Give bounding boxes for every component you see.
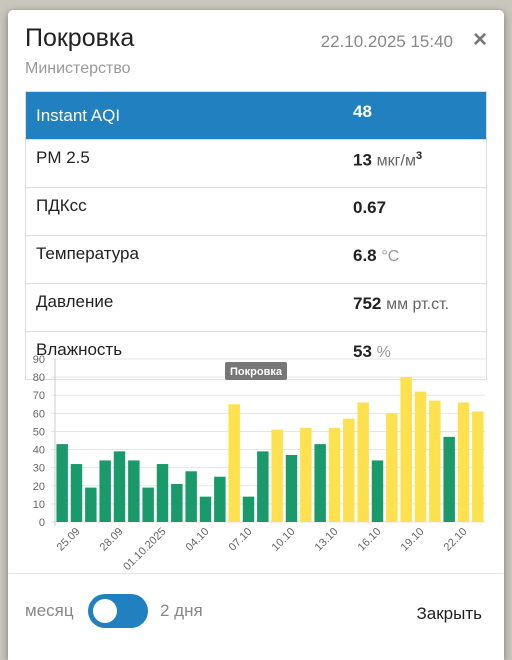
reading-row: Давление 752 мм рт.ст.: [25, 283, 487, 332]
y-tick-label: 0: [39, 517, 45, 529]
bar: [128, 460, 140, 522]
bar: [400, 377, 412, 522]
bar: [70, 464, 83, 522]
y-tick-label: 60: [33, 408, 45, 420]
bar: [156, 464, 169, 522]
bar: [85, 487, 97, 522]
reading-row: Instant AQI 48: [25, 91, 487, 140]
y-tick-label: 70: [33, 390, 45, 402]
reading-row: PM 2.5 13 мкг/м3: [25, 139, 487, 188]
reading-cell: 53 %: [353, 331, 487, 380]
reading-row: ПДКсс 0.67: [25, 187, 487, 236]
reading-label: PM 2.5: [25, 139, 353, 188]
x-tick-label: 25.09: [55, 526, 83, 554]
bar: [429, 400, 441, 522]
separator: [8, 573, 504, 574]
bar: [414, 391, 427, 522]
x-tick-label: 01.10.2025: [121, 526, 168, 570]
reading-value: 48: [353, 102, 372, 121]
reading-cell: 752 мм рт.ст.: [353, 283, 487, 332]
reading-unit: мм рт.ст.: [386, 296, 450, 313]
bar: [257, 451, 269, 522]
reading-cell: 13 мкг/м3: [353, 139, 487, 188]
reading-label: Влажность: [25, 331, 353, 380]
x-tick-label: 07.10: [227, 526, 255, 554]
bar: [285, 454, 298, 522]
bar: [300, 427, 312, 522]
station-title: Покровка: [25, 24, 135, 52]
bar: [443, 436, 455, 522]
x-tick-label: 04.10: [184, 526, 212, 554]
x-tick-label: 16.10: [356, 526, 384, 554]
bar: [99, 460, 111, 522]
chart-title-box: [225, 362, 287, 380]
bar: [113, 451, 126, 522]
bar: [457, 402, 470, 522]
bar: [214, 476, 226, 522]
bar: [328, 427, 341, 522]
bar: [199, 496, 212, 522]
reading-value: 53: [353, 342, 372, 361]
bar: [371, 460, 384, 522]
reading-label: Instant AQI: [25, 91, 353, 140]
reading-label: Температура: [25, 235, 353, 284]
bar: [142, 487, 154, 522]
period-toggle[interactable]: [88, 594, 148, 628]
close-button[interactable]: Закрыть: [416, 604, 482, 623]
y-tick-label: 30: [33, 463, 45, 475]
close-icon[interactable]: ×: [472, 26, 487, 53]
modal: Покровка Министерство 22.10.2025 15:40 ×…: [8, 10, 504, 660]
x-tick-label: 13.10: [313, 526, 341, 554]
bar: [56, 444, 68, 522]
reading-value: 13: [353, 150, 372, 170]
datetime: 22.10.2025 15:40: [320, 32, 453, 51]
reading-unit: %: [376, 344, 391, 361]
bar: [228, 404, 240, 522]
reading-row: Температура 6.8 °C: [25, 235, 487, 284]
bar: [185, 471, 197, 522]
reading-cell: 48: [353, 91, 487, 140]
bar: [357, 402, 369, 522]
x-tick-label: 19.10: [399, 526, 427, 554]
y-tick-label: 90: [33, 354, 45, 366]
reading-value: 6.8: [353, 246, 377, 265]
chart-title: Покровка: [230, 366, 283, 378]
toggle-knob: [93, 599, 117, 623]
bar: [271, 429, 283, 522]
bar: [171, 483, 183, 522]
y-tick-label: 20: [33, 481, 45, 493]
reading-value: 752: [353, 294, 382, 313]
reading-value: 0.67: [353, 198, 387, 217]
bar: [343, 418, 355, 522]
reading-label: Давление: [25, 283, 353, 332]
bar: [242, 496, 255, 522]
unit-superscript: 3: [415, 150, 423, 162]
x-tick-label: 28.09: [98, 526, 126, 554]
bar: [472, 411, 484, 522]
y-tick-label: 80: [33, 372, 45, 384]
y-tick-label: 40: [33, 445, 45, 457]
reading-cell: 0.67: [353, 187, 487, 236]
x-tick-label: 22.10: [442, 526, 470, 554]
reading-unit: мкг/м: [376, 152, 416, 170]
readings-table: Instant AQI 48 PM 2.5 13 мкг/м3 ПДКсс 0.67 Тем…: [25, 91, 487, 380]
station-owner: Министерство: [25, 60, 131, 77]
toggle-label-left: месяц: [25, 601, 74, 620]
reading-row: Влажность 53 %: [25, 331, 487, 380]
toggle-label-right: 2 дня: [160, 601, 203, 620]
x-tick-label: 10.10: [270, 526, 298, 554]
table-body: Instant AQI 48 PM 2.5 13 мкг/м3 ПДКсс 0.67 Тем…: [25, 91, 487, 380]
bar: [386, 413, 398, 522]
reading-unit: °C: [381, 248, 400, 265]
y-tick-label: 10: [33, 499, 45, 511]
bar: [314, 444, 326, 522]
reading-label: ПДКсс: [25, 187, 353, 236]
reading-cell: 6.8 °C: [353, 235, 487, 284]
y-tick-label: 50: [33, 426, 45, 438]
